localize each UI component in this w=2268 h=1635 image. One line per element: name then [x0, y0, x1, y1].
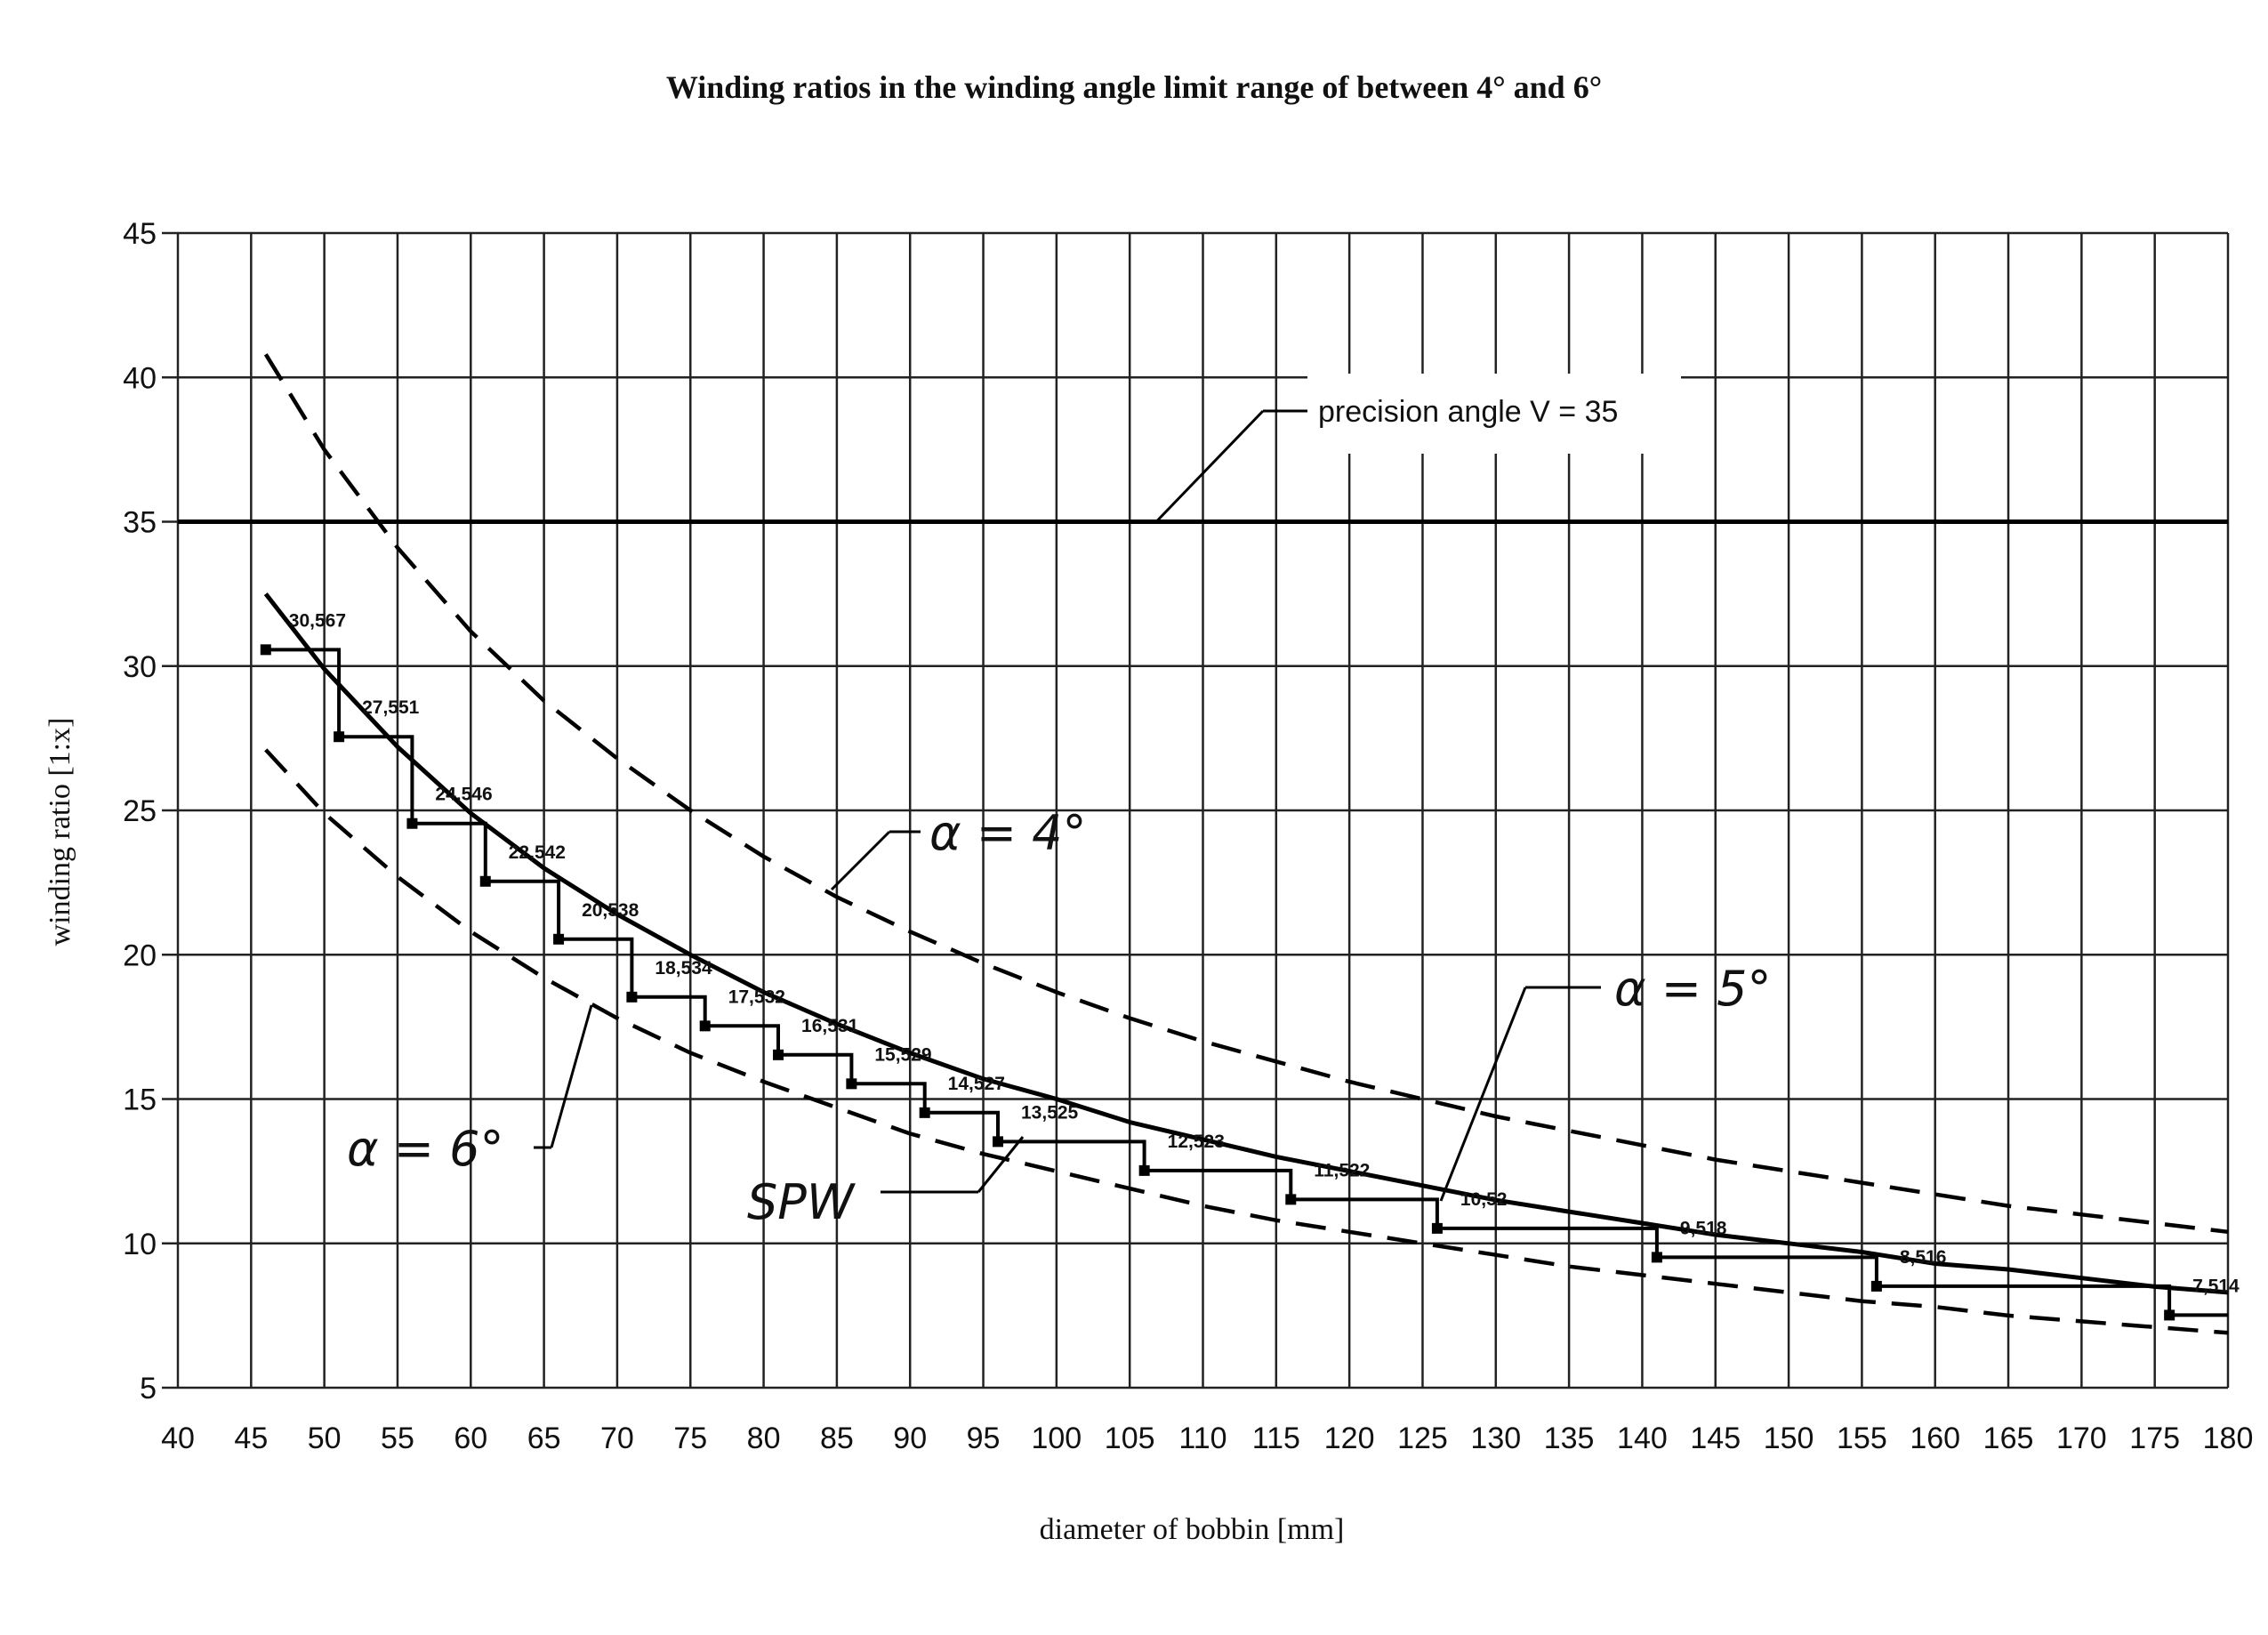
x-tick-label: 95 — [967, 1422, 1001, 1455]
spw-point-marker — [334, 731, 344, 742]
spw-point-marker — [1432, 1223, 1443, 1234]
data-label: 9,518 — [1680, 1218, 1727, 1238]
series-line — [266, 354, 2228, 1232]
spw-point-marker — [626, 992, 637, 1003]
x-tick-label: 170 — [2056, 1422, 2107, 1455]
spw-point-marker — [2164, 1309, 2175, 1320]
x-tick-label: 150 — [1764, 1422, 1814, 1455]
x-tick-label: 180 — [2203, 1422, 2254, 1455]
reference-leader-line — [1156, 411, 1263, 522]
spw-point-marker — [773, 1050, 784, 1060]
x-tick-label: 125 — [1397, 1422, 1448, 1455]
alpha6-label: α = 6° — [347, 1121, 504, 1177]
x-tick-label: 40 — [161, 1422, 195, 1455]
x-tick-label: 70 — [600, 1422, 634, 1455]
tick-labels: 4045505560657075808590951001051101151201… — [123, 217, 2253, 1455]
x-tick-label: 175 — [2129, 1422, 2180, 1455]
x-tick-label: 75 — [673, 1422, 707, 1455]
data-label: 8,516 — [1900, 1247, 1947, 1268]
spw-point-marker — [1871, 1281, 1882, 1292]
spw-point-marker — [920, 1107, 930, 1118]
y-axis-label: winding ratio [1:x] — [44, 718, 76, 946]
spw-point-marker — [1139, 1165, 1150, 1176]
reference-line-label: precision angle V = 35 — [1318, 395, 1618, 429]
x-tick-label: 105 — [1105, 1422, 1155, 1455]
x-tick-label: 165 — [1983, 1422, 2034, 1455]
data-label: 11,522 — [1314, 1160, 1370, 1180]
x-tick-label: 145 — [1690, 1422, 1741, 1455]
alpha5-leader-line — [1441, 987, 1525, 1201]
y-tick-label: 15 — [123, 1083, 157, 1117]
x-tick-label: 85 — [820, 1422, 854, 1455]
data-label: 27,551 — [362, 697, 420, 718]
x-tick-label: 160 — [1910, 1422, 1960, 1455]
data-label: 17,532 — [728, 987, 785, 1007]
y-tick-label: 40 — [123, 361, 157, 395]
data-label: 22,542 — [509, 842, 566, 863]
y-tick-label: 10 — [123, 1228, 157, 1261]
alpha4-label: α = 4° — [929, 805, 1087, 861]
grid — [162, 233, 2228, 1388]
alpha4-leader-line — [832, 832, 889, 890]
spw-point-marker — [553, 934, 564, 945]
chart-title: Winding ratios in the winding angle limi… — [666, 69, 1602, 105]
y-tick-label: 25 — [123, 794, 157, 828]
spw-point-marker — [700, 1020, 711, 1031]
y-tick-label: 30 — [123, 650, 157, 684]
annotations: α = 4° α = 5° α = 6° SPW — [347, 805, 1772, 1230]
x-tick-label: 45 — [234, 1422, 268, 1455]
data-label: 30,567 — [289, 610, 346, 631]
spw-point-marker — [480, 876, 491, 887]
data-label: 12,523 — [1168, 1132, 1225, 1152]
data-label: 16,531 — [801, 1016, 859, 1036]
x-tick-label: 60 — [454, 1422, 487, 1455]
data-label: 13,525 — [1021, 1102, 1079, 1123]
spw-point-marker — [846, 1078, 857, 1089]
x-tick-label: 135 — [1544, 1422, 1595, 1455]
data-label: 20,538 — [582, 900, 639, 921]
data-label: 14,527 — [948, 1074, 1005, 1094]
alpha5-label: α = 5° — [1614, 961, 1772, 1017]
spw-step-line — [266, 649, 2228, 1315]
spw-label: SPW — [747, 1174, 857, 1230]
spw-point-marker — [406, 818, 417, 829]
spw-point-marker — [261, 644, 271, 655]
x-axis-label: diameter of bobbin [mm] — [1040, 1513, 1345, 1546]
data-labels: 30,567 27,551 24,546 22,542 20,538 18,534 17,5… — [289, 610, 2240, 1296]
x-tick-label: 155 — [1837, 1422, 1887, 1455]
spw-point-marker — [993, 1136, 1003, 1147]
data-label: 15,529 — [874, 1044, 931, 1065]
data-label: 7,514 — [2192, 1276, 2240, 1296]
y-tick-label: 20 — [123, 938, 157, 972]
y-tick-label: 45 — [123, 217, 157, 251]
x-tick-label: 50 — [308, 1422, 342, 1455]
x-tick-label: 110 — [1178, 1422, 1226, 1455]
y-tick-label: 35 — [123, 506, 157, 540]
x-tick-label: 120 — [1324, 1422, 1375, 1455]
x-tick-label: 90 — [893, 1422, 927, 1455]
spw-point-marker — [1652, 1252, 1662, 1262]
spw-point-marker — [1285, 1194, 1296, 1204]
x-tick-label: 100 — [1031, 1422, 1082, 1455]
data-label: 24,546 — [435, 785, 492, 805]
alpha6-leader-line — [551, 1005, 591, 1148]
y-tick-label: 5 — [140, 1372, 157, 1405]
data-label: 18,534 — [655, 958, 712, 979]
series-line — [266, 750, 2228, 1333]
x-tick-label: 130 — [1470, 1422, 1521, 1455]
x-tick-label: 65 — [527, 1422, 561, 1455]
x-tick-label: 55 — [381, 1422, 414, 1455]
x-tick-label: 115 — [1252, 1422, 1300, 1455]
x-tick-label: 140 — [1617, 1422, 1668, 1455]
data-label: 10,52 — [1460, 1189, 1508, 1210]
x-tick-label: 80 — [747, 1422, 781, 1455]
